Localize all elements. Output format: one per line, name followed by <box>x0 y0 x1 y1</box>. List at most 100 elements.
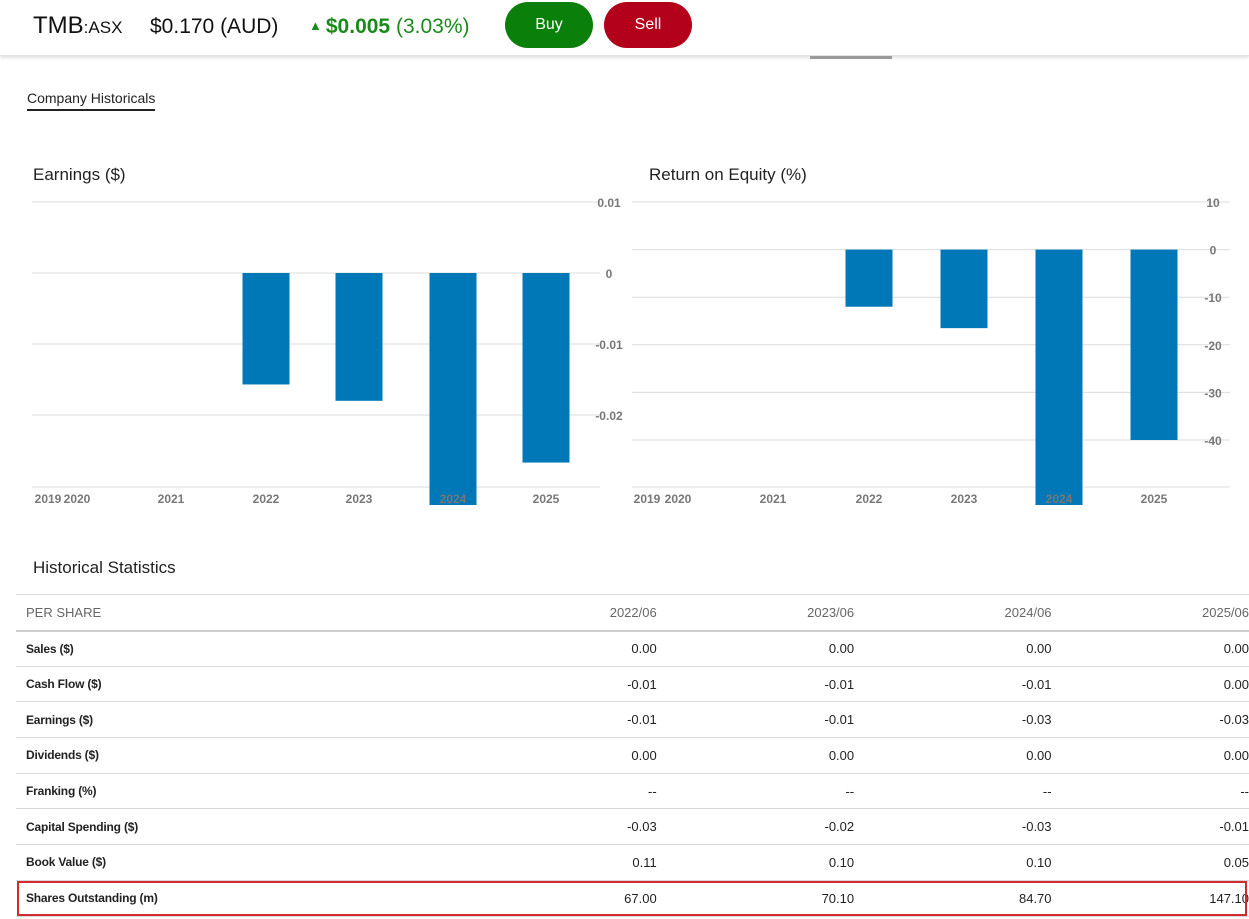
cell-value: -- <box>854 773 1052 810</box>
buy-button[interactable]: Buy <box>505 2 593 48</box>
x-tick-label: 2023 <box>346 492 373 506</box>
cell-value: 0.10 <box>656 844 855 881</box>
x-tick-label: 2025 <box>533 492 560 506</box>
row-label: Cash Flow ($) <box>16 666 460 703</box>
x-tick-label: 2020 <box>665 492 692 506</box>
cell-value: 0.05 <box>1051 844 1249 881</box>
cell-value: -- <box>459 773 657 810</box>
tab-company-historicals[interactable]: Company Historicals <box>27 90 156 111</box>
x-tick-label: 2019 <box>35 492 62 506</box>
row-label: Franking (%) <box>16 773 460 810</box>
cell-value: 0.00 <box>854 737 1052 774</box>
table-row-highlighted: Shares Outstanding (m) 67.00 70.10 84.70… <box>16 880 1249 917</box>
quote-header: TMB:ASX $0.170 (AUD) ▲ $0.005 (3.03%) Buy… <box>0 0 1249 56</box>
tab-scroll-indicator <box>810 56 892 59</box>
y-tick-label: 0 <box>606 267 613 281</box>
cell-value: 0.00 <box>1051 630 1249 667</box>
x-tick-label: 2022 <box>253 492 280 506</box>
cell-value: -0.01 <box>459 701 657 739</box>
cell-value: 70.10 <box>656 880 855 917</box>
column-header-per-share: PER SHARE <box>16 594 460 632</box>
cell-value: 0.00 <box>656 630 855 667</box>
cell-value: 0.00 <box>1051 666 1249 703</box>
table-row: Sales ($) 0.00 0.00 0.00 0.00 <box>16 630 1249 667</box>
cell-value: -0.01 <box>459 666 657 703</box>
x-tick-label: 2021 <box>158 492 185 506</box>
row-label: Shares Outstanding (m) <box>16 880 460 917</box>
bar-2023 <box>335 273 383 401</box>
x-tick-label: 2020 <box>64 492 91 506</box>
y-tick-label: 0 <box>1210 244 1217 258</box>
historical-statistics-title: Historical Statistics <box>33 558 176 577</box>
y-tick-label: -40 <box>1204 434 1222 448</box>
roe-chart-title: Return on Equity (%) <box>649 165 807 184</box>
x-tick-label: 2024 <box>440 492 467 506</box>
change-amount: $0.005 <box>325 15 391 38</box>
cell-value: 0.11 <box>459 844 657 881</box>
cell-value: -0.01 <box>656 701 855 739</box>
bar-2023 <box>940 249 988 329</box>
cell-value: -0.03 <box>459 808 657 846</box>
sell-button[interactable]: Sell <box>604 2 692 48</box>
cell-value: 67.00 <box>459 880 657 917</box>
table-row: Capital Spending ($) -0.03 -0.02 -0.03 -… <box>16 808 1249 846</box>
table-row: Franking (%) -- -- -- -- <box>16 773 1249 810</box>
cell-value: 0.00 <box>459 630 657 667</box>
cell-value: 0.00 <box>854 630 1052 667</box>
cell-value: 0.00 <box>459 737 657 774</box>
table-header-row: PER SHARE 2022/06 2023/06 2024/06 2025/0… <box>16 594 1249 632</box>
x-tick-label: 2021 <box>760 492 787 506</box>
y-tick-label: 0.01 <box>597 196 621 210</box>
cell-value: 0.10 <box>854 844 1052 881</box>
price-change: ▲ $0.005 (3.03%) <box>309 15 469 39</box>
last-price: $0.170 (AUD) <box>150 15 279 38</box>
earnings-chart: 0.01 0 -0.01 -0.02 2019 2020 2021 2022 2023 2024 2… <box>32 196 623 506</box>
table-row: Earnings ($) -0.01 -0.01 -0.03 -0.03 <box>16 701 1249 739</box>
bar-2022 <box>845 249 893 307</box>
historical-statistics-table: PER SHARE 2022/06 2023/06 2024/06 2025/0… <box>16 594 1249 917</box>
cell-value: -0.03 <box>854 808 1052 846</box>
row-label: Capital Spending ($) <box>16 808 460 846</box>
row-label: Book Value ($) <box>16 844 460 881</box>
roe-chart: 10 0 -10 -20 -30 -40 2019 2020 2021 2022 2023 2024 2… <box>632 196 1230 506</box>
exchange-code: :ASX <box>83 18 123 37</box>
x-tick-label: 2019 <box>634 492 661 506</box>
y-tick-label: 10 <box>1206 196 1220 210</box>
bar-2022 <box>242 273 290 385</box>
y-tick-label: -20 <box>1204 339 1222 353</box>
cell-value: -0.01 <box>656 666 855 703</box>
column-header-2022: 2022/06 <box>459 594 657 632</box>
x-tick-label: 2025 <box>1141 492 1168 506</box>
row-label: Sales ($) <box>16 630 460 667</box>
up-arrow-icon: ▲ <box>309 18 322 33</box>
table-row: Cash Flow ($) -0.01 -0.01 -0.01 0.00 <box>16 666 1249 703</box>
table-row: Book Value ($) 0.11 0.10 0.10 0.05 <box>16 844 1249 881</box>
y-tick-label: -0.01 <box>595 338 623 352</box>
y-tick-label: -10 <box>1204 291 1222 305</box>
x-tick-label: 2022 <box>856 492 883 506</box>
column-header-2024: 2024/06 <box>854 594 1052 632</box>
cell-value: -- <box>1051 773 1249 810</box>
cell-value: -- <box>656 773 855 810</box>
bar-2024 <box>1035 249 1083 505</box>
table-row: Dividends ($) 0.00 0.00 0.00 0.00 <box>16 737 1249 774</box>
cell-value: -0.03 <box>1051 701 1249 739</box>
x-tick-label: 2023 <box>951 492 978 506</box>
cell-value: -0.02 <box>656 808 855 846</box>
cell-value: -0.03 <box>854 701 1052 739</box>
bar-2025 <box>1130 249 1178 440</box>
row-label: Dividends ($) <box>16 737 460 774</box>
column-header-2025: 2025/06 <box>1051 594 1249 632</box>
y-tick-label: -30 <box>1204 386 1222 400</box>
cell-value: 147.10 <box>1051 880 1249 917</box>
x-tick-label: 2024 <box>1046 492 1073 506</box>
cell-value: 84.70 <box>854 880 1052 917</box>
cell-value: -0.01 <box>854 666 1052 703</box>
row-label: Earnings ($) <box>16 701 460 739</box>
ticker-code: TMB <box>33 12 84 39</box>
cell-value: 0.00 <box>656 737 855 774</box>
ticker-symbol: TMB:ASX <box>33 12 122 40</box>
earnings-chart-title: Earnings ($) <box>33 165 126 184</box>
cell-value: 0.00 <box>1051 737 1249 774</box>
bar-2025 <box>522 273 570 463</box>
